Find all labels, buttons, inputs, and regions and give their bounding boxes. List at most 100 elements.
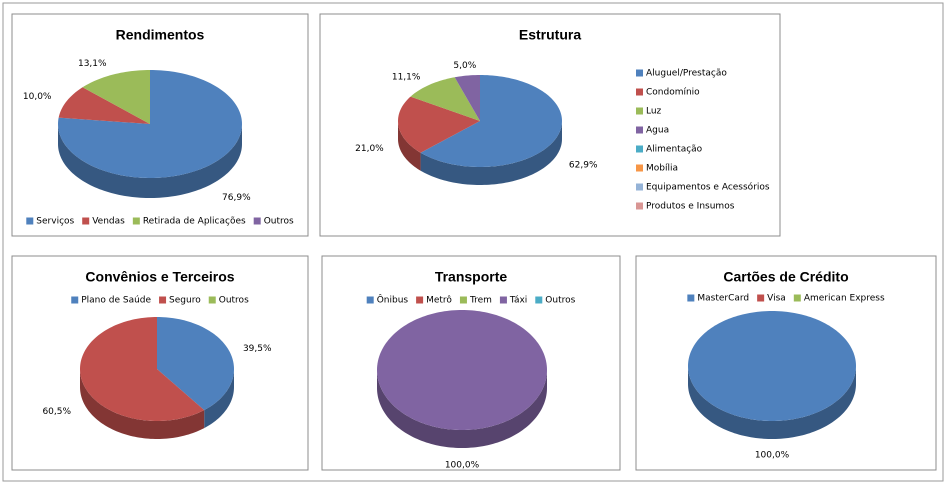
legend-item: Trem [459, 296, 492, 306]
legend: Ônibus Metrô Trem Táxi Outros [366, 294, 576, 306]
pie-side [377, 370, 547, 448]
data-label: 60,5% [42, 407, 71, 417]
legend-swatch [793, 294, 801, 302]
pie-slice [420, 75, 562, 167]
legend-label: Produtos e Insumos [646, 202, 735, 212]
pie-side [58, 124, 242, 198]
legend-label: Agua [646, 126, 669, 136]
legend-item: Condomínio [636, 88, 700, 98]
legend-swatch [636, 183, 643, 191]
legend-item: Retirada de Aplicações [132, 217, 246, 227]
chart-title: Transporte [435, 269, 508, 285]
legend-label: Seguro [169, 296, 201, 306]
legend-swatch [132, 217, 140, 225]
data-label: 62,9% [569, 161, 598, 171]
legend-label: Equipamentos e Acessórios [646, 182, 770, 193]
pie-slice [377, 310, 547, 430]
data-label: 76,9% [222, 193, 251, 203]
pie-slice [688, 311, 856, 421]
legend-label: Vendas [92, 217, 125, 227]
legend-swatch [253, 217, 261, 225]
legend-label: Ônibus [377, 294, 409, 306]
data-label: 5,0% [453, 61, 476, 71]
legend: Plano de Saúde Seguro Outros [71, 296, 249, 306]
legend-label: Retirada de Aplicações [143, 217, 246, 227]
legend-item: Plano de Saúde [71, 296, 152, 306]
pie-slice [398, 96, 480, 153]
legend-swatch [636, 145, 643, 153]
legend-label: American Express [804, 294, 885, 304]
legend-swatch [535, 296, 543, 304]
legend-label: Condomínio [646, 88, 700, 98]
pie-slice [410, 77, 480, 121]
legend-swatch [636, 69, 643, 77]
data-label: 39,5% [243, 344, 272, 354]
legend-label: Luz [646, 107, 662, 117]
legend-swatch [636, 126, 643, 134]
chart-title: Rendimentos [116, 27, 205, 43]
pie-slice [58, 87, 150, 124]
pie-side [688, 366, 856, 439]
chart-title: Estrutura [519, 27, 581, 43]
legend-swatch [499, 296, 507, 304]
legend-label: Outros [219, 296, 249, 306]
legend-item: Aluguel/Prestação [636, 69, 727, 79]
chart-title: Convênios e Terceiros [85, 269, 234, 285]
legend-swatch [82, 217, 90, 225]
legend-label: Táxi [509, 296, 527, 306]
legend-label: Outros [264, 217, 294, 227]
legend-item: Ônibus [366, 294, 409, 306]
legend-item: Luz [636, 107, 662, 117]
legend-item: Táxi [499, 296, 527, 306]
pie-slice [454, 75, 480, 121]
legend-swatch [366, 296, 374, 304]
legend-label: Visa [767, 294, 786, 304]
legend-item: Seguro [159, 296, 201, 306]
legend-label: Alimentação [646, 145, 703, 155]
legend-item: Vendas [82, 217, 125, 227]
legend-swatch [26, 217, 34, 225]
legend-item: American Express [793, 294, 885, 304]
legend-swatch [687, 294, 695, 302]
data-label: 10,0% [23, 92, 52, 102]
legend-item: Outros [253, 217, 294, 227]
legend-swatch [636, 88, 643, 96]
legend-swatch [636, 107, 643, 115]
data-label: 100,0% [755, 451, 790, 461]
legend-item: Outros [535, 296, 576, 306]
data-label: 21,0% [355, 144, 384, 154]
pie-slice [82, 70, 150, 124]
legend-label: MasterCard [697, 294, 749, 304]
legend-swatch [459, 296, 467, 304]
pie-slice [58, 70, 242, 178]
legend-swatch [416, 296, 424, 304]
pie-slice [80, 317, 205, 421]
data-label: 100,0% [445, 461, 480, 471]
chart-title: Cartões de Crédito [723, 269, 848, 285]
legend-label: Plano de Saúde [81, 296, 151, 306]
legend-item: Visa [757, 294, 786, 304]
legend-swatch [636, 202, 643, 210]
pie-side [420, 121, 562, 185]
pie-side [80, 369, 205, 439]
legend: Serviços Vendas Retirada de Aplicações Outr… [26, 217, 294, 227]
legend-swatch [757, 294, 765, 302]
data-label: 11,1% [392, 72, 421, 82]
legend-swatch [159, 296, 167, 304]
legend-item: Outros [208, 296, 249, 306]
legend-swatch [71, 296, 79, 304]
legend-label: Outros [545, 296, 575, 306]
legend-swatch [208, 296, 216, 304]
data-label: 13,1% [78, 59, 107, 69]
legend-item: MasterCard [687, 294, 749, 304]
legend-label: Aluguel/Prestação [646, 69, 727, 79]
pie-slice [157, 317, 234, 411]
pie-side [204, 369, 234, 429]
legend-item: Metrô [416, 295, 452, 306]
legend-item: Serviços [26, 217, 75, 227]
legend-item: Mobília [636, 164, 678, 174]
legend-label: Metrô [426, 295, 452, 306]
legend: Aluguel/Prestação Condomínio Luz Agua Alimen… [636, 69, 770, 212]
legend-swatch [636, 164, 643, 172]
